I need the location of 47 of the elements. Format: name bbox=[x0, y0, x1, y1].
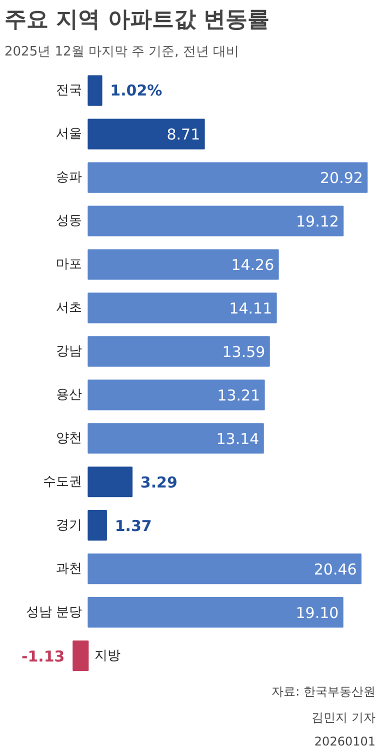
data-label: 20.46 bbox=[314, 560, 357, 578]
data-label: 14.26 bbox=[231, 256, 274, 274]
data-label: 19.12 bbox=[296, 212, 339, 231]
y-tick-label: 송파 bbox=[56, 170, 82, 186]
bar bbox=[88, 510, 107, 541]
bar bbox=[88, 380, 265, 410]
bar bbox=[72, 640, 89, 672]
y-tick-label: 성남 분당 bbox=[26, 604, 82, 620]
bar bbox=[88, 597, 344, 628]
chart-title: 주요 지역 아파트값 변동률 bbox=[4, 8, 270, 32]
y-tick-label: 서초 bbox=[56, 300, 82, 316]
data-label: 1.37 bbox=[114, 516, 152, 535]
data-label: 13.14 bbox=[216, 430, 260, 448]
y-tick-label: 양천 bbox=[56, 430, 82, 446]
y-tick-label: 경기 bbox=[56, 518, 82, 533]
text: 자료: 한국부동산원 bbox=[272, 684, 376, 698]
bar bbox=[88, 554, 362, 584]
data-label: 13.21 bbox=[217, 386, 260, 404]
data-label: 13.59 bbox=[222, 342, 266, 361]
data-label: 1.02% bbox=[110, 82, 162, 100]
bar bbox=[88, 118, 205, 150]
bar bbox=[88, 336, 270, 367]
data-label: 14.11 bbox=[229, 299, 272, 318]
data-label: 19.10 bbox=[296, 604, 339, 622]
y-tick-label: 강남 bbox=[56, 344, 82, 359]
y-tick-label: 수도권 bbox=[42, 474, 82, 490]
text: 김민지 기자 bbox=[312, 710, 376, 724]
bar bbox=[88, 423, 264, 454]
text: 20260101 bbox=[314, 734, 376, 748]
y-tick-label: 성동 bbox=[56, 214, 82, 229]
bar bbox=[88, 249, 279, 280]
y-tick-label: 지방 bbox=[94, 648, 120, 664]
y-tick-label: 마포 bbox=[56, 256, 82, 272]
bar bbox=[88, 206, 344, 236]
bar bbox=[88, 292, 277, 324]
data-label: 20.92 bbox=[320, 169, 363, 188]
bar bbox=[88, 75, 102, 106]
data-label: -1.13 bbox=[22, 647, 65, 666]
y-tick-label: 과천 bbox=[56, 561, 82, 576]
data-label: 8.71 bbox=[166, 126, 200, 144]
y-tick-label: 서울 bbox=[56, 126, 82, 142]
data-label: 3.29 bbox=[140, 473, 178, 492]
chart-subtitle: 2025년 12월 마지막 주 기준, 전년 대비 bbox=[4, 44, 240, 60]
bar bbox=[88, 162, 368, 193]
y-tick-label: 전국 bbox=[56, 83, 82, 98]
y-tick-label: 용산 bbox=[56, 387, 82, 402]
bar bbox=[88, 466, 133, 498]
